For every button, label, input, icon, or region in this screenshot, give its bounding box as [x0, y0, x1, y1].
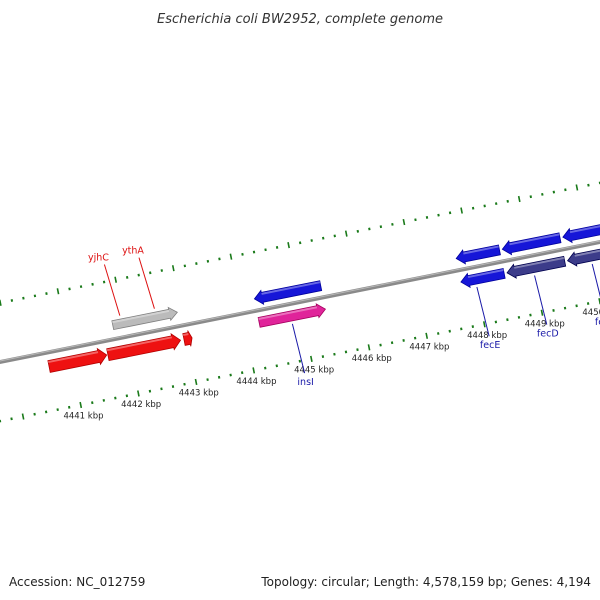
gene-sheen-red-2 — [106, 336, 172, 352]
tick-label-4446: 4446 kbp — [352, 354, 392, 364]
tick-label-4450: 4450 kbp — [582, 308, 600, 318]
gene-fecD-cds — [506, 255, 567, 279]
tick-label-4449: 4449 kbp — [525, 319, 565, 329]
tick-outer — [56, 288, 60, 295]
genome-backbone-highlight — [0, 240, 600, 362]
map-title: Escherichia coli BW2952, complete genome — [157, 12, 443, 27]
gene-sheen-blue-1 — [261, 281, 321, 295]
tick-label-4441: 4441 kbp — [63, 412, 103, 422]
tick-outer — [229, 253, 233, 260]
tick-outer — [171, 265, 175, 272]
gene-sheen-fecC — [569, 225, 600, 234]
leader-fecC — [591, 263, 600, 298]
gene-sheen-fecE — [463, 245, 499, 255]
leader-yjhC — [103, 264, 121, 316]
gene-label-insI: insI — [297, 377, 313, 388]
gene-fecC-cds — [566, 248, 600, 267]
map-layer: 4441 kbp 4442 kbp 4443 kbp 4444 kbp 4445 kbp… — [0, 181, 600, 423]
leader-fecE — [476, 286, 490, 337]
leader-ythA — [138, 257, 155, 309]
gene-label-fecE: fecE — [480, 340, 500, 351]
gene-pink-1 — [257, 303, 327, 328]
genome-backbone — [0, 239, 600, 365]
tick-inner — [310, 355, 313, 362]
gene-sheen-red-3 — [182, 333, 189, 337]
leader-fecD — [534, 275, 548, 325]
gene-sheen-fecD — [509, 233, 560, 246]
gene-label-fecC: fecC — [595, 317, 600, 328]
gene-blue-1 — [253, 280, 323, 305]
tick-label-4442: 4442 kbp — [121, 400, 161, 410]
gene-fecD — [501, 232, 562, 256]
tick-label-4444: 4444 kbp — [236, 377, 276, 387]
gene-sheen-gray-1 — [111, 309, 170, 324]
tick-label-4448: 4448 kbp — [467, 331, 507, 341]
tick-inner — [79, 401, 83, 409]
tick-inner — [21, 413, 25, 420]
tick-outer — [460, 207, 463, 214]
tick-outer — [287, 242, 290, 249]
gene-fecE-cds — [460, 268, 506, 289]
gene-label-yjhC: yjhC — [88, 253, 109, 264]
gene-label-ythA: ythA — [122, 246, 144, 257]
gene-sheen-red-1 — [47, 351, 99, 364]
tick-inner — [482, 321, 486, 328]
tick-label-4445: 4445 kbp — [294, 366, 334, 376]
tick-outer — [114, 276, 118, 283]
tick-inner — [194, 378, 198, 386]
tick-inner — [252, 367, 256, 374]
genome-summary-text: Topology: circular; Length: 4,578,159 bp… — [260, 575, 591, 589]
tick-outer — [344, 230, 348, 237]
tick-outer — [575, 184, 579, 191]
gene-fecE — [455, 244, 501, 265]
tick-label-4443: 4443 kbp — [179, 389, 219, 399]
gene-red-3 — [182, 330, 193, 347]
gene-red-1 — [47, 347, 108, 373]
gene-sheen-pink-1 — [258, 306, 318, 320]
gene-sheen-fecD-cds — [514, 256, 565, 269]
leader-insI — [291, 323, 306, 374]
tick-label-4447: 4447 kbp — [409, 343, 449, 353]
gene-fecC — [562, 224, 600, 244]
tick-inner — [367, 344, 371, 351]
tick-outer — [0, 299, 2, 306]
gene-label-fecD: fecD — [537, 329, 559, 340]
accession-text: Accession: NC_012759 — [9, 575, 145, 589]
tick-inner — [137, 390, 140, 397]
tick-inner — [540, 309, 544, 316]
gene-gray-1 — [111, 306, 178, 331]
tick-inner — [425, 332, 429, 339]
tick-outer — [517, 195, 521, 203]
tick-outer — [402, 218, 406, 226]
gene-red-2 — [106, 333, 182, 362]
gene-sheen-fecE-cds — [467, 268, 504, 279]
